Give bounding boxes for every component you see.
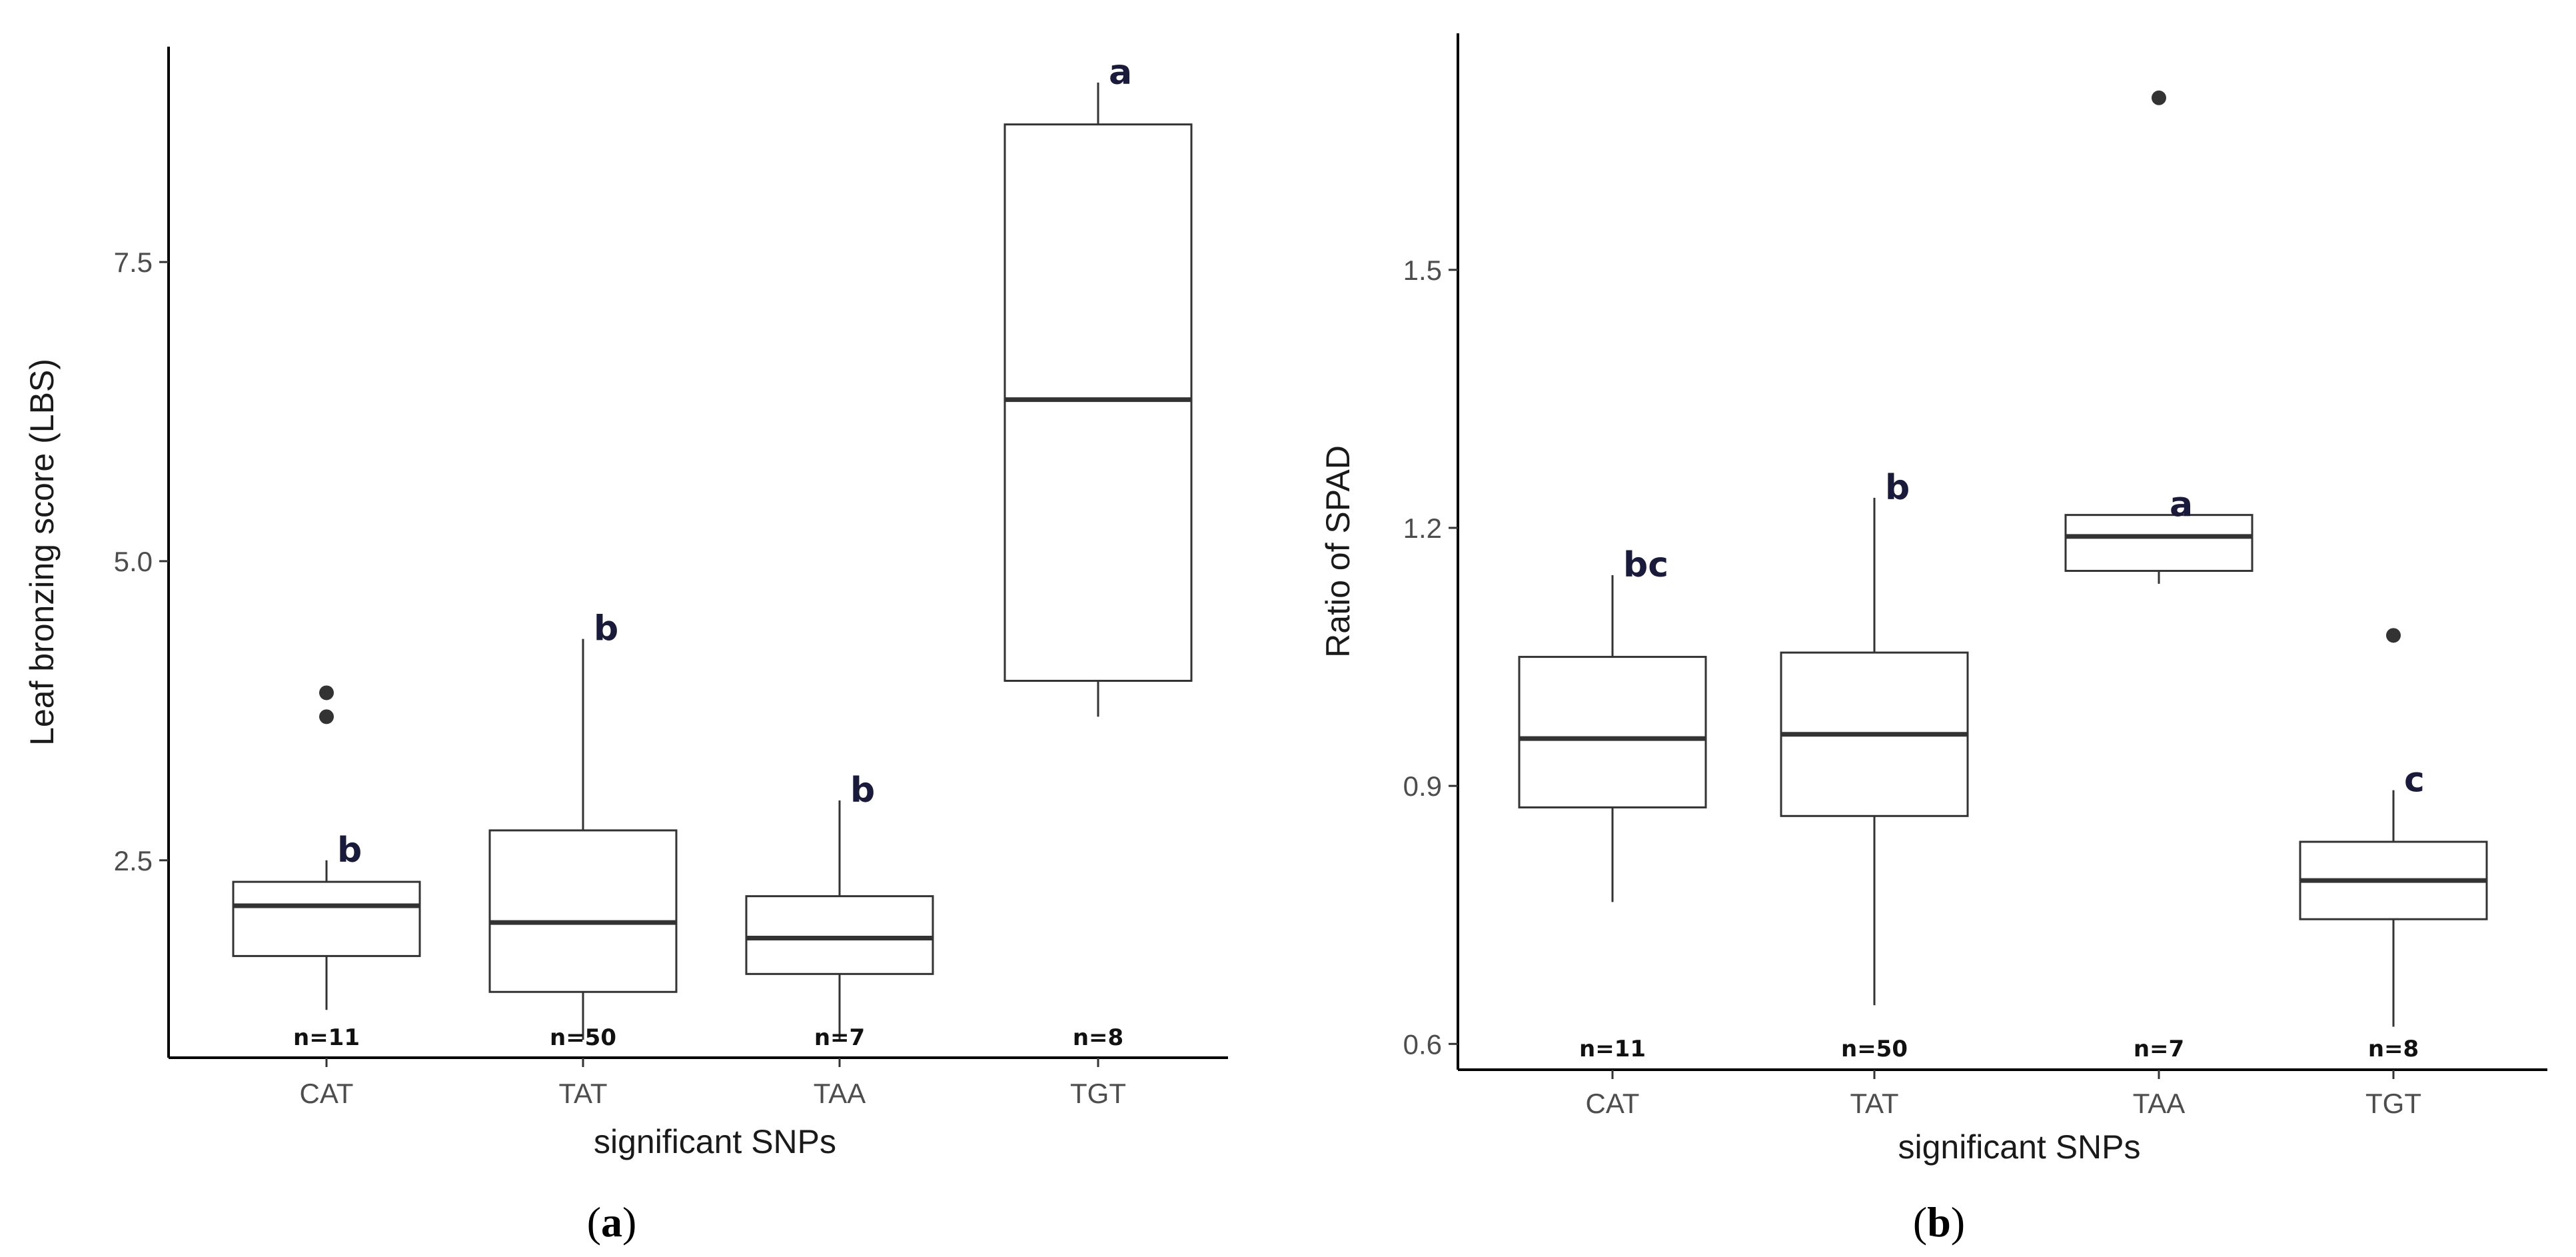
y-axis-title: Leaf bronzing score (LBS): [23, 359, 61, 746]
outlier-point: [2386, 628, 2401, 643]
x-tick-label: CAT: [1586, 1088, 1640, 1119]
outlier-point: [319, 709, 334, 724]
y-tick-label: 0.6: [1403, 1028, 1442, 1060]
significance-letter: bc: [1623, 545, 1668, 585]
box-body: [1518, 656, 1707, 808]
box-body: [745, 895, 934, 975]
n-label: n=7: [2134, 1036, 2184, 1062]
significance-letter: b: [850, 770, 875, 810]
box-CAT: b n=11: [232, 685, 421, 1051]
n-label: n=7: [814, 1024, 865, 1051]
x-tick-label: TGT: [1070, 1078, 1126, 1109]
box-body: [488, 829, 678, 993]
n-label: n=50: [550, 1024, 616, 1051]
box-TGT: a n=8: [1003, 53, 1193, 1051]
panel-a: 2.5 5.0 7.5 b n=11 CAT b n=50 TAT b n=7 TAA a n=8 TGT s…: [23, 47, 1228, 1246]
panel-b: 0.6 0.9 1.2 1.5 bc n=11 CAT b n=50 TAT a n=7 TAA c n=8…: [1319, 33, 2547, 1246]
box-body: [1003, 123, 1193, 682]
box-TGT: c n=8: [2299, 628, 2488, 1062]
outlier-point: [319, 685, 334, 700]
panel-label: (b): [1913, 1198, 1965, 1246]
n-label: n=8: [2368, 1036, 2419, 1062]
n-label: n=11: [1579, 1036, 1646, 1062]
x-tick-label: CAT: [300, 1078, 354, 1109]
y-tick-label: 7.5: [114, 247, 153, 278]
box-TAT: b n=50: [488, 609, 678, 1051]
x-tick-label: TAT: [1850, 1088, 1898, 1119]
significance-letter: b: [1885, 468, 1910, 508]
box-TAA: a n=7: [2064, 90, 2254, 1062]
box-TAA: b n=7: [745, 770, 934, 1051]
n-label: n=11: [293, 1024, 360, 1051]
significance-letter: b: [337, 830, 362, 870]
y-tick-label: 2.5: [114, 845, 153, 876]
y-tick-label: 1.2: [1403, 513, 1442, 544]
box-body: [232, 880, 421, 957]
x-axis-title: significant SNPs: [1898, 1128, 2140, 1166]
n-label: n=50: [1841, 1036, 1908, 1062]
x-tick-label: TAA: [2133, 1088, 2186, 1119]
box-body: [2064, 514, 2254, 573]
x-tick-label: TGT: [2365, 1088, 2421, 1119]
significance-letter: c: [2404, 760, 2425, 800]
y-tick-label: 1.5: [1403, 255, 1442, 286]
panel-label: (a): [587, 1198, 637, 1246]
n-label: n=8: [1073, 1024, 1123, 1051]
y-tick-label: 0.9: [1403, 770, 1442, 802]
x-tick-label: TAA: [814, 1078, 866, 1109]
y-tick-label: 5.0: [114, 546, 153, 577]
outlier-point: [2152, 90, 2166, 105]
x-axis-title: significant SNPs: [594, 1123, 836, 1160]
box-CAT: bc n=11: [1518, 545, 1707, 1062]
box-TAT: b n=50: [1780, 468, 1969, 1062]
significance-letter: a: [1109, 53, 1132, 93]
x-tick-label: TAT: [558, 1078, 607, 1109]
significance-letter: b: [594, 609, 618, 649]
y-axis-title: Ratio of SPAD: [1319, 445, 1357, 658]
significance-letter: a: [2170, 485, 2193, 525]
